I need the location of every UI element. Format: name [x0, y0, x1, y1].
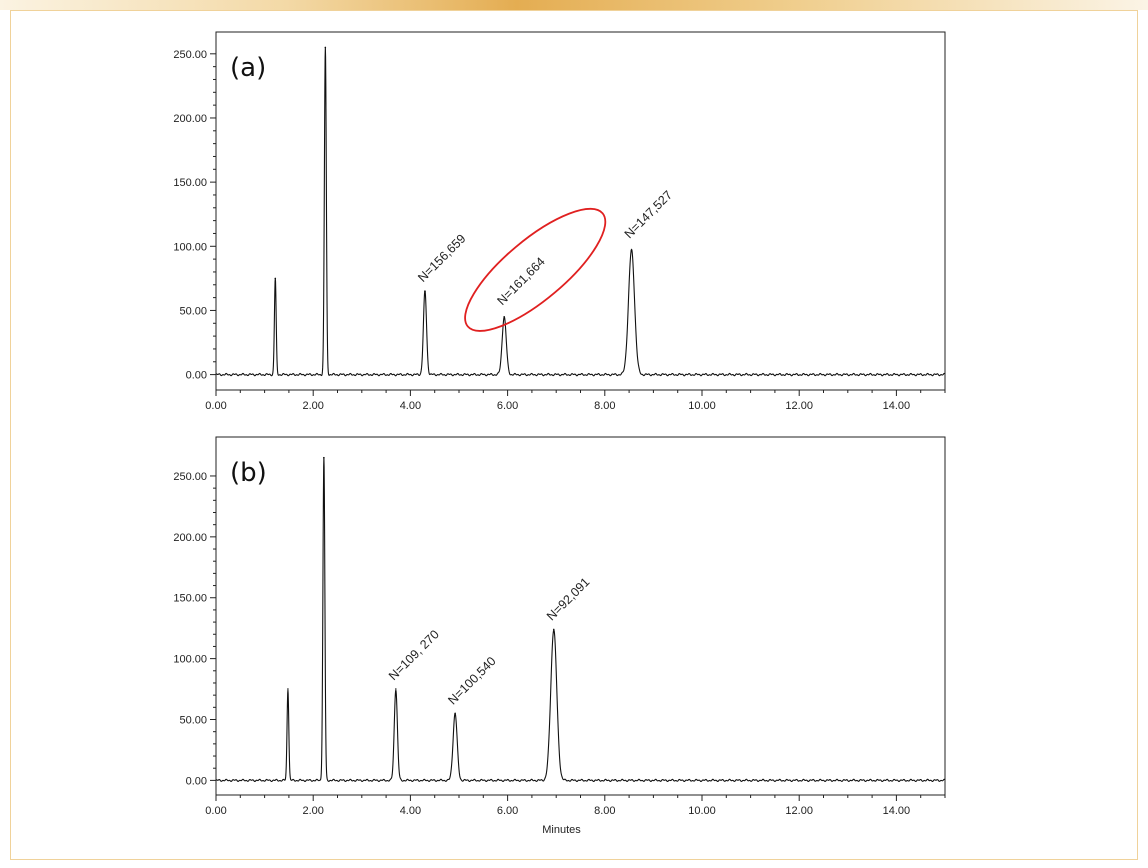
- y-tick-label: 50.00: [179, 305, 207, 317]
- peak-apex: [503, 316, 505, 318]
- y-tick-label: 200.00: [173, 113, 207, 125]
- x-tick-label: 0.00: [205, 805, 226, 817]
- y-tick-label: 250.00: [173, 49, 207, 61]
- highlight-ellipse: [464, 207, 607, 332]
- y-tick-label: 100.00: [173, 654, 207, 666]
- y-tick-label: 200.00: [173, 532, 207, 544]
- plate-count-label: N=161,664: [494, 255, 547, 308]
- y-tick-label: 50.00: [179, 715, 207, 727]
- peak-apex: [324, 46, 327, 49]
- x-tick-label: 8.00: [594, 400, 615, 412]
- y-tick-label: 150.00: [173, 593, 207, 605]
- x-tick-label: 12.00: [785, 400, 813, 412]
- x-tick-label: 6.00: [497, 400, 518, 412]
- x-tick-label: 2.00: [302, 805, 323, 817]
- x-axis-title: Minutes: [542, 824, 581, 836]
- x-tick-label: 2.00: [302, 400, 323, 412]
- y-tick-label: 250.00: [173, 471, 207, 483]
- plate-count-label: N=100,540: [445, 654, 498, 707]
- peak-apex: [287, 688, 289, 690]
- chromatogram-trace-b: [215, 457, 946, 783]
- x-tick-label: 0.00: [205, 400, 226, 412]
- x-tick-label: 10.00: [688, 400, 716, 412]
- x-tick-label: 10.00: [688, 805, 716, 817]
- peak-apex: [323, 456, 325, 459]
- x-tick-label: 4.00: [400, 400, 421, 412]
- y-tick-label: 0.00: [186, 370, 207, 382]
- panel-label-b: (b): [230, 458, 267, 488]
- peak-apex: [630, 249, 633, 251]
- plate-count-label: N=156,659: [415, 231, 468, 284]
- panel-label-a: (a): [230, 53, 266, 83]
- x-tick-label: 12.00: [785, 805, 813, 817]
- peak-apex: [424, 290, 426, 292]
- x-tick-label: 14.00: [883, 400, 911, 412]
- y-tick-label: 150.00: [173, 177, 207, 189]
- x-tick-label: 4.00: [400, 805, 421, 817]
- peak-apex: [274, 277, 277, 280]
- figure-frame: [10, 10, 1138, 860]
- peak-apex: [454, 712, 456, 715]
- plate-count-label: N=147,527: [622, 188, 675, 241]
- peak-apex: [552, 628, 555, 631]
- x-tick-label: 6.00: [497, 805, 518, 817]
- x-tick-label: 8.00: [594, 805, 615, 817]
- chromatogram-trace-a: [215, 47, 946, 377]
- x-tick-label: 14.00: [883, 805, 911, 817]
- panel-b: 0.00 2.00 4.00 6.00 8.00 10.00 12.00 14.00 0.00 5…: [173, 436, 946, 836]
- panel-a: 0.00 2.00 4.00 6.00 8.00 10.00 12.00 14.00 0.00 5…: [173, 31, 946, 412]
- peak-apex: [395, 688, 397, 690]
- y-tick-label: 100.00: [173, 241, 207, 253]
- top-accent-band: [0, 0, 1148, 10]
- plate-count-label: N=109, 270: [386, 627, 442, 683]
- plate-count-label: N=92,091: [544, 575, 593, 624]
- y-tick-label: 0.00: [186, 775, 207, 787]
